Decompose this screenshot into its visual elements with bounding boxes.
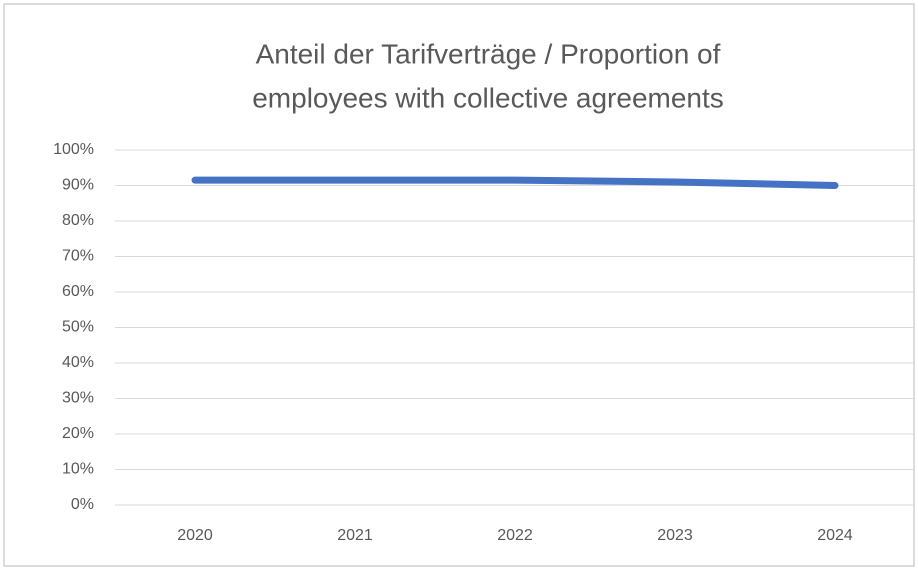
chart-title: Anteil der Tarifverträge / Proportion of (256, 38, 721, 69)
y-tick-label: 70% (62, 248, 94, 265)
x-tick-label: 2021 (337, 527, 373, 544)
chart-frame (3, 3, 915, 567)
y-tick-label: 40% (62, 354, 94, 371)
y-tick-label: 50% (62, 319, 94, 336)
chart-title: employees with collective agreements (252, 82, 724, 113)
y-tick-label: 60% (62, 283, 94, 300)
y-tick-label: 90% (62, 177, 94, 194)
data-line (191, 176, 839, 189)
y-tick-label: 20% (62, 425, 94, 442)
y-tick-label: 0% (71, 496, 94, 513)
y-tick-label: 100% (53, 141, 94, 158)
x-tick-label: 2022 (497, 527, 533, 544)
y-tick-label: 10% (62, 461, 94, 478)
x-tick-label: 2024 (817, 527, 853, 544)
y-tick-label: 30% (62, 390, 94, 407)
x-tick-label: 2023 (657, 527, 693, 544)
y-tick-label: 80% (62, 212, 94, 229)
x-tick-label: 2020 (177, 527, 213, 544)
